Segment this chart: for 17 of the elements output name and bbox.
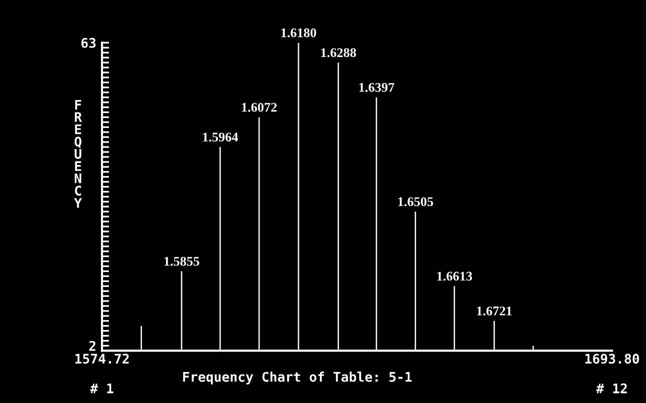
annotation: 1.5964 <box>203 132 238 142</box>
x-tick-label: 1693.80 <box>585 354 640 364</box>
text: # 1 <box>90 384 114 394</box>
annotation: 1.6288 <box>321 48 356 58</box>
annotation: 1.6180 <box>281 28 316 38</box>
x-tick-label: 1574.72 <box>75 354 129 364</box>
annotation: 1.6397 <box>359 83 394 92</box>
annotation: 1.6721 <box>477 306 512 316</box>
annotation: 1.6072 <box>242 102 277 112</box>
annotation: 1.6613 <box>437 272 472 281</box>
text: # 12 <box>596 383 627 394</box>
annotation: 1.5855 <box>164 256 200 266</box>
annotation: 1.6505 <box>398 197 434 206</box>
y-tick-label: 63 <box>81 38 96 48</box>
y-tick-label: 2 <box>89 340 96 351</box>
text: Frequency Chart of Table: 5-1 <box>183 372 412 384</box>
text: FREQUENCY <box>74 100 82 208</box>
